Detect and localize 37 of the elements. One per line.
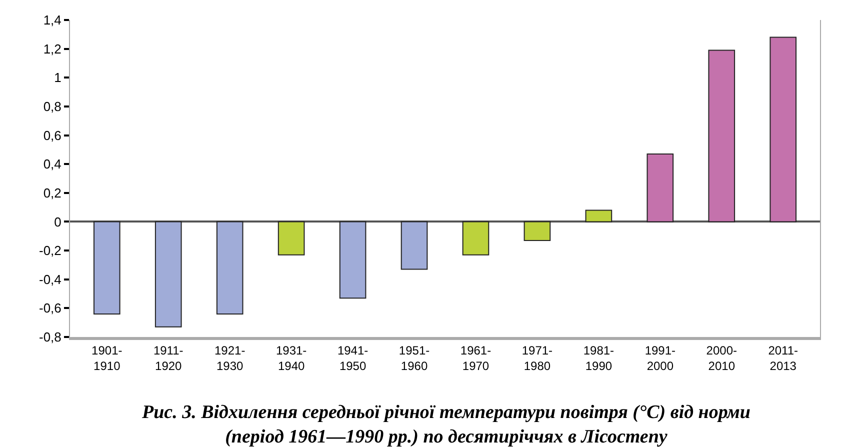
bar [708, 50, 736, 222]
bar [646, 154, 674, 222]
bar [585, 210, 612, 222]
x-tick-label: 1951- 1960 [398, 343, 430, 373]
y-tick-label: 0,6 [43, 128, 62, 143]
x-tick-label: 1931- 1940 [276, 343, 307, 373]
x-tick-label: 2000- 2010 [706, 343, 737, 373]
text: Рис. 3. Відхилення середньої річної температури повітря (°С) від норми (період 1961—1990 рр.) по десятиріччях в Лісостепу [141, 402, 750, 447]
bar [462, 221, 490, 256]
x-tick-label: 1921- 1930 [214, 343, 246, 373]
bar [278, 221, 305, 256]
y-tick-label: 0,8 [43, 99, 62, 114]
x-tick-label: 1941- 1950 [337, 343, 368, 373]
x-tick-label: 1901- 1910 [92, 343, 122, 373]
bar [154, 221, 182, 328]
bar [339, 221, 366, 299]
y-tick-label: 0,2 [43, 185, 62, 200]
bar [216, 221, 244, 314]
x-tick-label: 1911- 1920 [153, 343, 184, 373]
y-tick-label: -0,2 [38, 243, 62, 258]
y-tick-label: 1,4 [43, 12, 62, 28]
bar [400, 221, 428, 270]
y-tick-label: -0,6 [38, 300, 62, 316]
bar [770, 36, 797, 222]
y-tick-label: 0,4 [43, 156, 62, 172]
y-tick-label: 1 [54, 70, 62, 86]
y-tick-label: -0,4 [38, 272, 62, 287]
bar [93, 221, 120, 314]
y-tick-label: -0,8 [38, 330, 62, 345]
x-tick-label: 1981- 1990 [583, 343, 614, 373]
x-tick-label: 1961- 1970 [460, 343, 492, 373]
x-tick-label: 2011- 2013 [768, 343, 798, 373]
y-tick-label: 0 [54, 214, 62, 230]
y-tick-label: 1,2 [43, 41, 62, 56]
bar [524, 221, 551, 241]
x-tick-label: 1991- 2000 [644, 343, 676, 373]
x-tick-label: 1971- 1980 [522, 343, 553, 373]
